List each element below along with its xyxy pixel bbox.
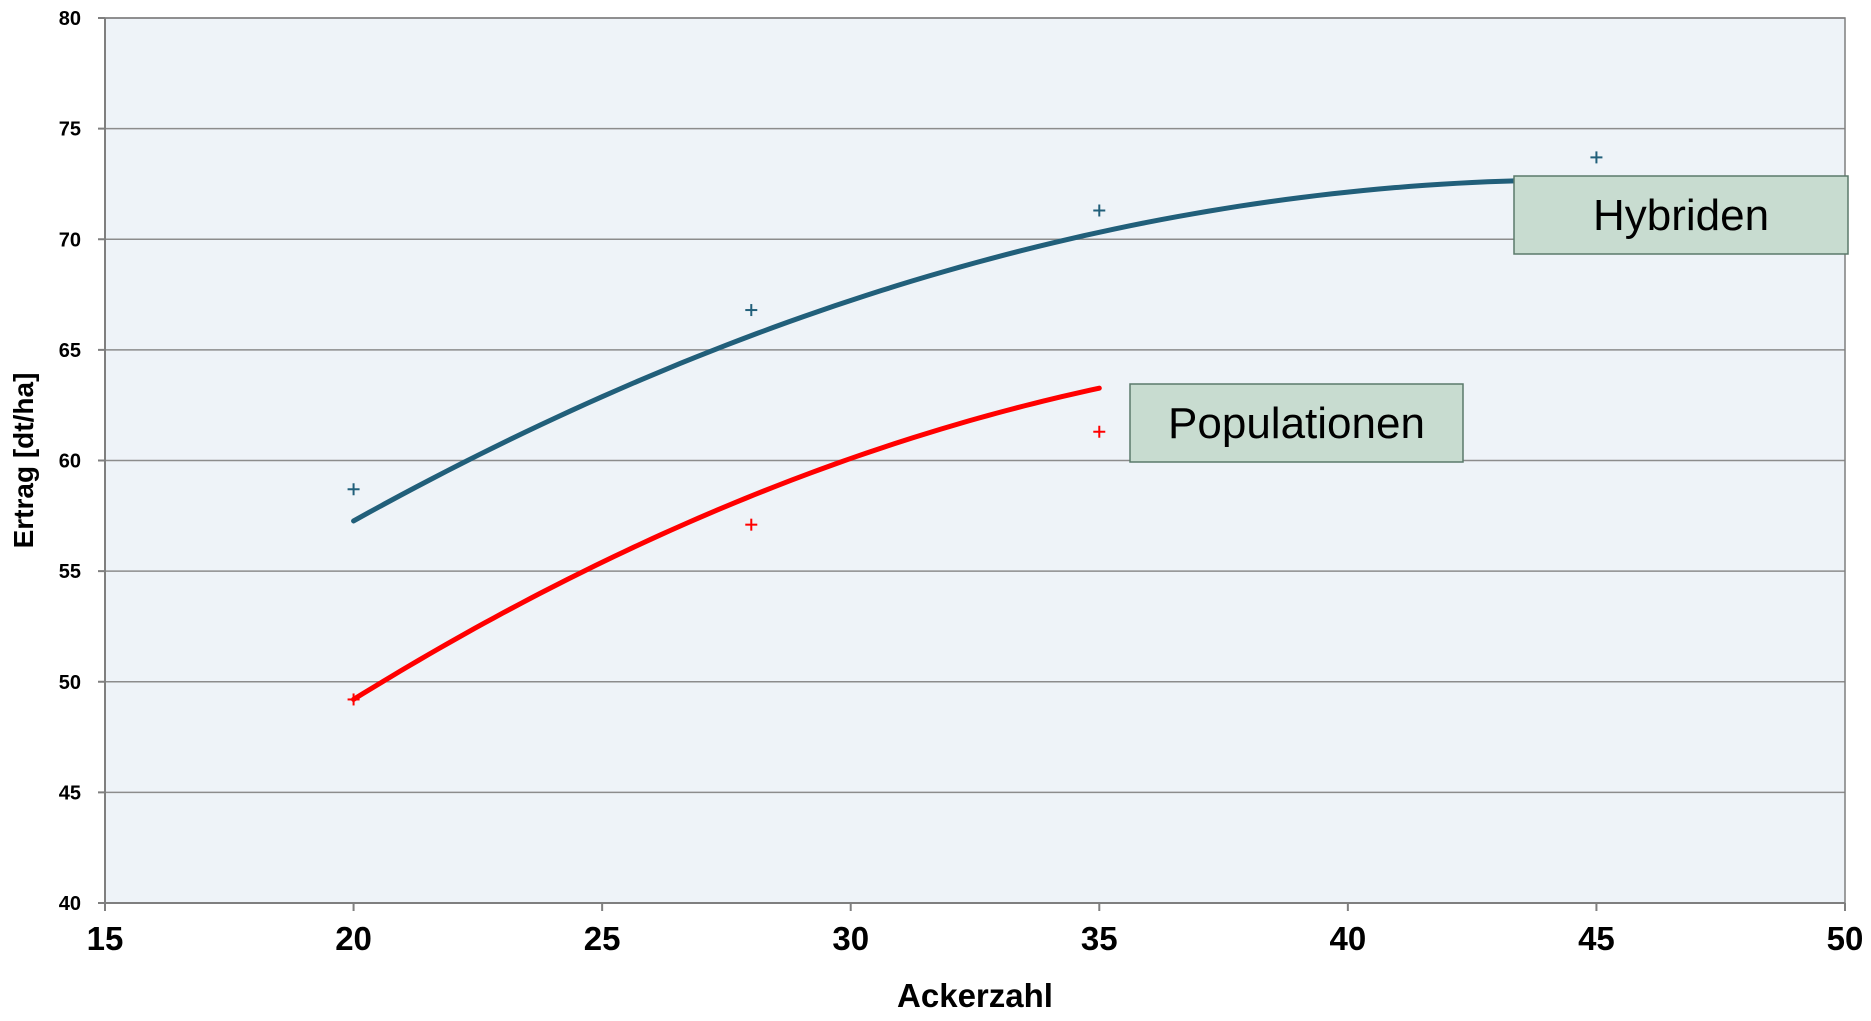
- series-annotations: Hybriden Populationen: [1129, 175, 1849, 463]
- y-tick-label-40: 40: [59, 893, 81, 915]
- y-tick-label-45: 45: [59, 782, 81, 804]
- y-tick-label-70: 70: [59, 229, 81, 251]
- series: [347, 151, 1603, 706]
- x-tick-label-35: 35: [1081, 920, 1118, 957]
- data-point-populationen-1: [745, 518, 758, 531]
- x-tick-label-25: 25: [584, 920, 621, 957]
- series-label-box: [1129, 383, 1464, 463]
- data-point-hybriden-2: [1093, 204, 1106, 217]
- series-line-hybriden: [351, 177, 1599, 524]
- x-tick-label-15: 15: [87, 920, 124, 957]
- data-point-hybriden-0: [347, 483, 360, 496]
- data-point-populationen-0: [347, 693, 360, 706]
- data-point-hybriden-1: [745, 304, 758, 317]
- series-populationen: [347, 385, 1106, 706]
- x-axis-title: Ackerzahl: [897, 977, 1053, 1014]
- x-tick-labels: 15 20 25 30 35 40 45 50: [87, 920, 1864, 957]
- series-label-text: Populationen: [1168, 399, 1425, 448]
- series-label-text: Hybriden: [1593, 191, 1769, 240]
- data-point-hybriden-3: [1590, 151, 1603, 164]
- y-tick-label-65: 65: [59, 340, 81, 362]
- y-tick-label-50: 50: [59, 672, 81, 694]
- x-tick-label-45: 45: [1578, 920, 1615, 957]
- y-tick-label-80: 80: [59, 8, 81, 30]
- series-label-box: [1513, 175, 1849, 255]
- series-line-populationen: [351, 385, 1102, 702]
- y-tick-label-60: 60: [59, 451, 81, 473]
- x-tick-label-40: 40: [1329, 920, 1366, 957]
- y-tick-labels: 40 45 50 55 60 65 70 75 80: [59, 8, 81, 915]
- x-tick-label-30: 30: [832, 920, 869, 957]
- x-tick-label-20: 20: [335, 920, 372, 957]
- series-label-populationen: Populationen: [1129, 383, 1464, 463]
- x-tick-label-50: 50: [1827, 920, 1864, 957]
- y-axis-title: Ertrag [dt/ha]: [8, 373, 39, 549]
- series-hybriden: [347, 151, 1603, 524]
- data-point-populationen-2: [1093, 425, 1106, 438]
- y-tick-label-55: 55: [59, 561, 81, 583]
- y-tick-label-75: 75: [59, 119, 81, 141]
- series-label-hybriden: Hybriden: [1513, 175, 1849, 255]
- axes: [98, 17, 1846, 911]
